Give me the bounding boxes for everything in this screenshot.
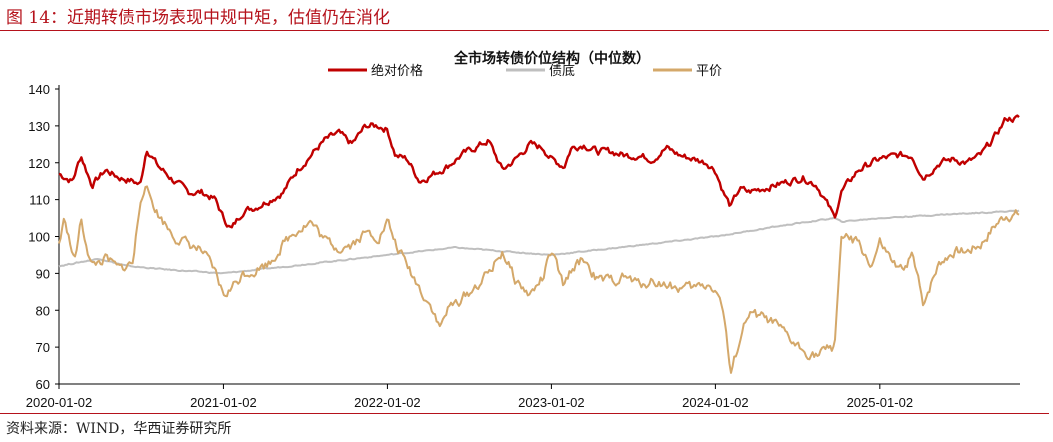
- bottom-divider: [0, 413, 1049, 414]
- y-tick-label: 120: [28, 156, 50, 171]
- x-tick-label: 2020-01-02: [26, 395, 93, 410]
- x-tick-label: 2025-01-02: [847, 395, 914, 410]
- legend-label-bond-floor: 债底: [549, 63, 575, 79]
- legend-label-absolute-price: 绝对价格: [371, 63, 423, 79]
- y-tick-label: 80: [36, 303, 50, 318]
- x-tick-label: 2022-01-02: [354, 395, 421, 410]
- top-divider: [0, 30, 1049, 31]
- series-layer: [58, 114, 1020, 374]
- figure-caption: 图 14：近期转债市场表现中规中矩，估值仍在消化: [6, 8, 391, 28]
- y-tick-label: 140: [28, 82, 50, 97]
- y-tick-label: 90: [36, 266, 50, 281]
- y-tick-label: 60: [36, 377, 50, 392]
- x-tick-label: 2023-01-02: [518, 395, 585, 410]
- x-tick-label: 2024-01-02: [682, 395, 749, 410]
- conversion-parity-line: [58, 185, 1020, 374]
- legend: 绝对价格 债底 平价: [328, 63, 722, 79]
- x-tick-label: 2021-01-02: [190, 395, 257, 410]
- axes: 60 70 80 90 100 110 120 130 140 2020-01-02 2021-01…: [26, 82, 1020, 410]
- chart-title: 全市场转债价位结构（中位数）: [453, 50, 650, 67]
- absolute-price-line: [58, 114, 1020, 229]
- y-tick-label: 110: [29, 193, 50, 208]
- y-tick-label: 70: [36, 340, 50, 355]
- source-note: 资料来源：WIND，华西证券研究所: [6, 421, 232, 437]
- y-tick-label: 100: [28, 230, 50, 245]
- y-tick-label: 130: [28, 119, 50, 134]
- legend-label-conversion-parity: 平价: [696, 64, 722, 79]
- bond-floor-line: [58, 209, 1020, 275]
